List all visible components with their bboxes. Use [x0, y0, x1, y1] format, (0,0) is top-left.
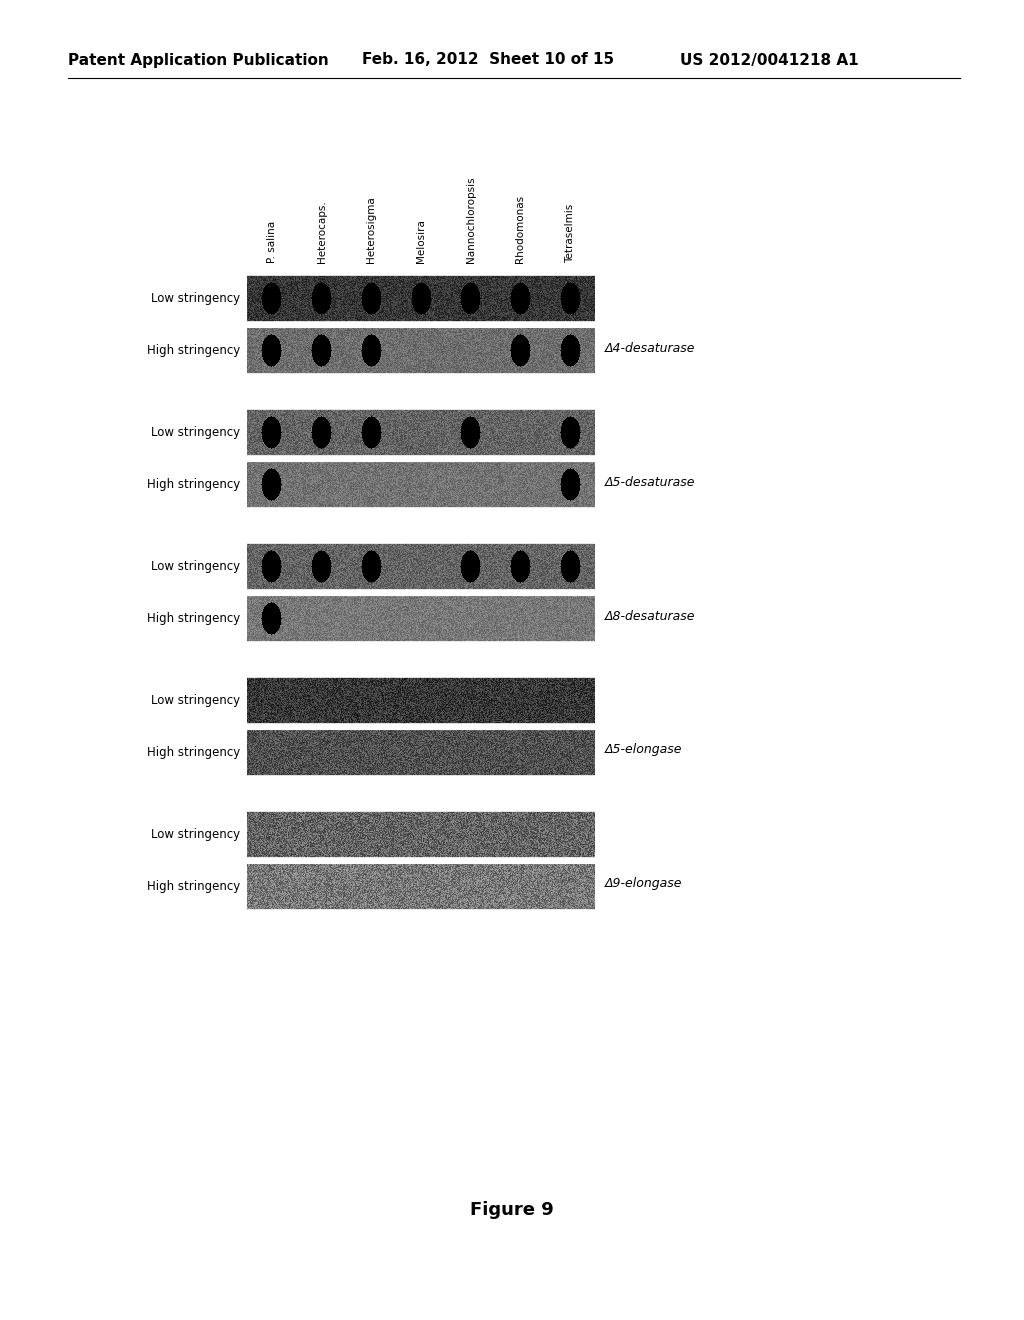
Text: High stringency: High stringency [146, 880, 240, 894]
Text: Feb. 16, 2012  Sheet 10 of 15: Feb. 16, 2012 Sheet 10 of 15 [362, 53, 614, 67]
Text: Δ5-elongase: Δ5-elongase [605, 743, 683, 756]
Text: Low stringency: Low stringency [151, 694, 240, 708]
Text: Patent Application Publication: Patent Application Publication [68, 53, 329, 67]
Text: Nannochloropsis: Nannochloropsis [466, 177, 476, 263]
Text: US 2012/0041218 A1: US 2012/0041218 A1 [680, 53, 859, 67]
Text: Rhodomonas: Rhodomonas [515, 195, 525, 263]
Text: Low stringency: Low stringency [151, 426, 240, 440]
Text: High stringency: High stringency [146, 612, 240, 624]
Text: Low stringency: Low stringency [151, 292, 240, 305]
Text: Heterocaps.: Heterocaps. [316, 201, 327, 263]
Text: Δ4-desaturase: Δ4-desaturase [605, 342, 695, 355]
Text: Melosira: Melosira [416, 219, 426, 263]
Text: Heterosigma: Heterosigma [367, 197, 376, 263]
Text: Low stringency: Low stringency [151, 828, 240, 841]
Text: Δ8-desaturase: Δ8-desaturase [605, 610, 695, 623]
Text: High stringency: High stringency [146, 345, 240, 356]
Text: High stringency: High stringency [146, 746, 240, 759]
Text: Figure 9: Figure 9 [470, 1201, 554, 1218]
Text: Low stringency: Low stringency [151, 560, 240, 573]
Text: P. salina: P. salina [267, 220, 276, 263]
Text: Δ9-elongase: Δ9-elongase [605, 878, 683, 891]
Text: Tetraselmis: Tetraselmis [565, 203, 575, 263]
Text: Δ5-desaturase: Δ5-desaturase [605, 475, 695, 488]
Text: High stringency: High stringency [146, 478, 240, 491]
